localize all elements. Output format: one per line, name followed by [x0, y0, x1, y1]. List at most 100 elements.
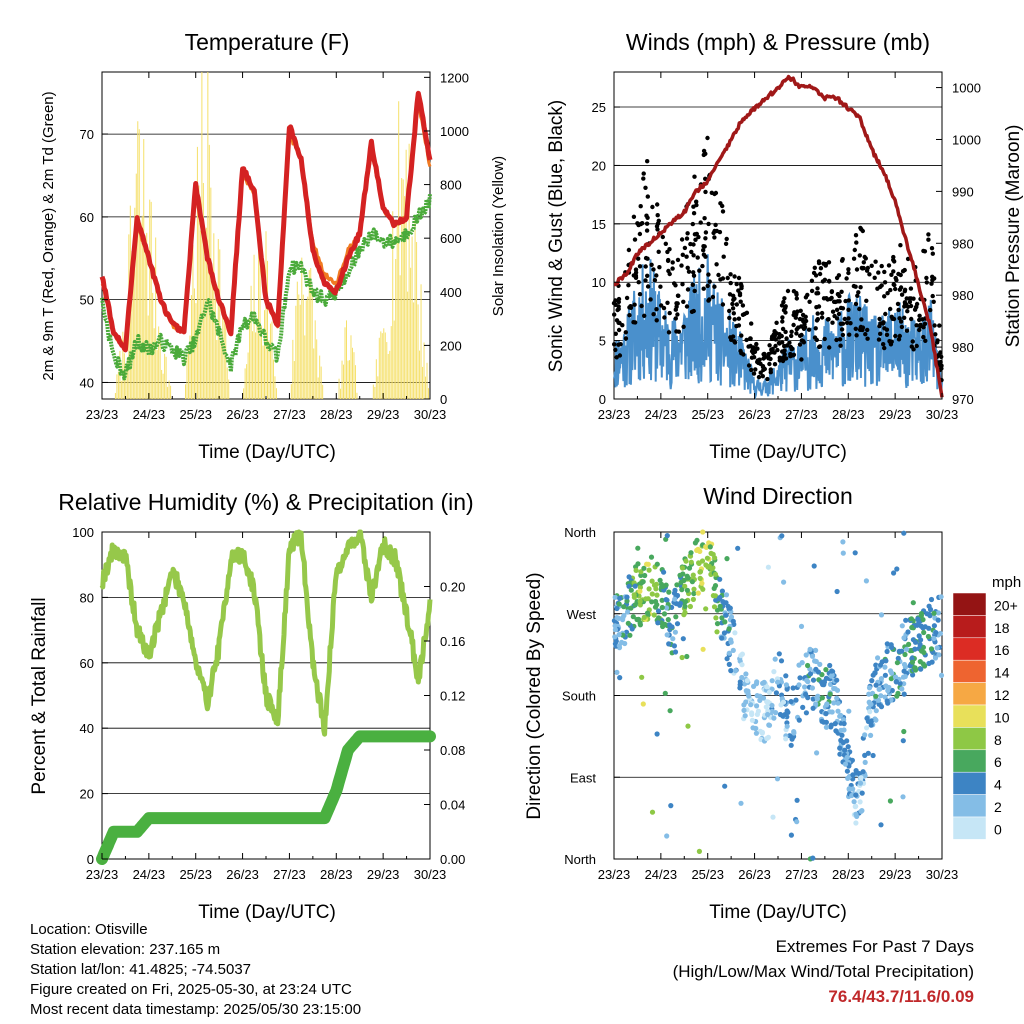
gust-point	[654, 273, 659, 278]
wind-direction-panel: Wind Direction North East South West North 2…	[524, 483, 1021, 923]
direction-point	[630, 614, 636, 620]
x-tick-label: 26/23	[738, 407, 771, 422]
gust-point	[859, 265, 864, 271]
direction-point	[790, 685, 796, 691]
x-tick-label: 25/23	[691, 867, 724, 882]
gust-point	[685, 265, 690, 270]
gust-point	[876, 270, 881, 275]
direction-point	[862, 752, 868, 759]
direction-point	[832, 721, 838, 727]
direction-point	[844, 738, 850, 744]
direction-point	[883, 658, 889, 664]
direction-point	[837, 745, 843, 751]
direction-y-ticks: North East South West North	[562, 525, 620, 867]
direction-point	[813, 658, 819, 665]
gust-point	[674, 301, 679, 306]
gust-point	[657, 265, 662, 270]
direction-point	[866, 691, 872, 697]
direction-point	[869, 678, 875, 684]
direction-point	[875, 697, 882, 703]
direction-point	[926, 611, 932, 617]
gust-point	[922, 249, 928, 254]
gust-point	[645, 194, 650, 199]
gust-point	[889, 339, 894, 344]
direction-point	[796, 682, 802, 688]
legend-label: 14	[994, 665, 1010, 681]
legend-title: mph	[992, 574, 1021, 591]
gust-point	[785, 288, 791, 294]
direction-point	[754, 703, 760, 709]
direction-point	[873, 708, 879, 714]
direction-point	[783, 736, 789, 742]
y-tick-label: North	[564, 525, 596, 540]
gust-point	[853, 301, 859, 307]
gust-point	[667, 310, 672, 316]
direction-point	[627, 632, 633, 638]
direction-point	[661, 569, 667, 575]
direction-point	[810, 855, 816, 861]
direction-point	[888, 676, 894, 682]
gust-point	[632, 302, 637, 307]
x-tick-label: 27/23	[785, 407, 818, 422]
gust-point	[860, 228, 865, 234]
gust-point	[801, 326, 807, 331]
direction-point	[921, 649, 927, 656]
gust-point	[684, 236, 690, 241]
gust-point	[898, 243, 903, 248]
gust-point	[762, 354, 768, 359]
gust-point	[930, 293, 935, 299]
direction-point	[738, 653, 744, 659]
direction-point	[850, 772, 856, 778]
gust-point	[663, 241, 668, 246]
direction-point	[663, 597, 669, 603]
direction-point	[625, 620, 631, 626]
y-tick-label: 60	[80, 656, 94, 671]
gust-point	[731, 311, 736, 316]
direction-point	[711, 604, 718, 610]
gust-point	[789, 329, 794, 334]
direction-point	[901, 691, 907, 697]
gust-point	[897, 333, 902, 339]
gust-point	[861, 260, 866, 265]
gust-point	[882, 294, 887, 299]
direction-point	[901, 728, 907, 735]
direction-point	[714, 621, 721, 627]
gust-point	[645, 273, 650, 278]
direction-point	[888, 642, 894, 648]
direction-point	[873, 717, 879, 723]
gust-point	[926, 232, 931, 237]
x-tick-label: 25/23	[179, 407, 212, 422]
gust-point	[891, 269, 896, 274]
direction-point	[829, 709, 835, 715]
gust-point	[675, 293, 681, 298]
gust-point	[809, 288, 815, 294]
direction-point	[901, 635, 907, 641]
direction-point	[783, 682, 790, 688]
gust-point	[891, 257, 896, 263]
gust-point	[734, 281, 739, 287]
gust-point	[692, 232, 698, 237]
gust-point	[665, 300, 670, 305]
gust-point	[691, 273, 697, 278]
direction-point	[724, 656, 730, 662]
gust-point	[799, 338, 805, 343]
x-tick-label: 26/23	[226, 867, 259, 882]
direction-x-ticks: 23/23 24/23 25/23 26/23 27/23 28/23 29/23 30/23	[598, 532, 958, 882]
gust-point	[705, 135, 710, 141]
y2-tick-label: 0.00	[440, 852, 465, 867]
gust-point	[681, 324, 686, 329]
direction-point	[837, 751, 843, 757]
direction-point	[936, 652, 942, 658]
gust-point	[893, 275, 898, 281]
direction-point	[616, 601, 622, 607]
x-tick-label: 23/23	[598, 867, 631, 882]
gust-point	[801, 319, 806, 324]
direction-point	[717, 576, 723, 582]
gust-point	[784, 343, 790, 348]
gust-point	[907, 296, 912, 301]
gust-point	[641, 171, 646, 176]
gust-point	[652, 278, 658, 283]
direction-point	[723, 592, 730, 598]
direction-point	[937, 630, 944, 637]
y2-tick-label: 1000	[952, 132, 981, 147]
